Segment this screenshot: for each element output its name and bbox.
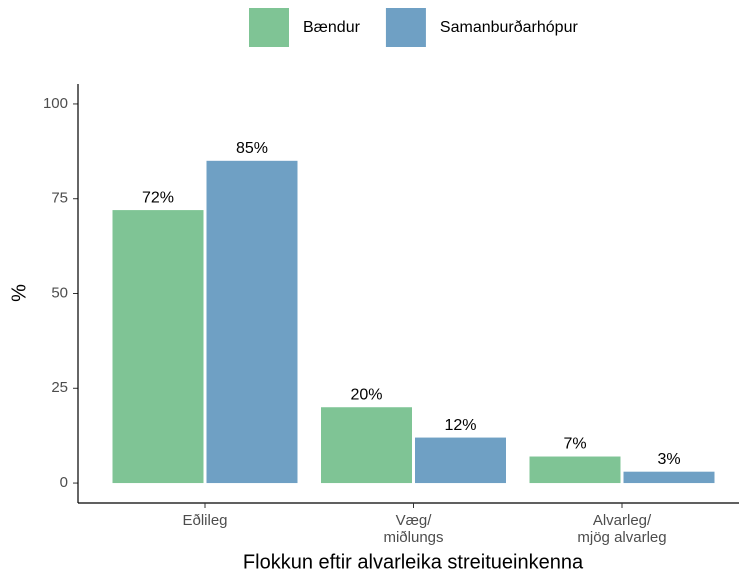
value-label: 20% bbox=[350, 386, 382, 403]
value-label: 85% bbox=[236, 140, 268, 157]
bar bbox=[623, 471, 715, 484]
x-axis-title: Flokkun eftir alvarleika streitueinkenna bbox=[243, 551, 584, 573]
y-tick-label: 50 bbox=[51, 284, 68, 301]
bar bbox=[206, 160, 298, 484]
y-tick-label: 25 bbox=[51, 379, 68, 396]
y-axis-title: % bbox=[8, 284, 30, 302]
bar bbox=[112, 210, 204, 484]
bar bbox=[321, 407, 412, 484]
y-tick-label: 100 bbox=[43, 95, 68, 112]
y-tick-label: 75 bbox=[51, 190, 68, 207]
value-label: 72% bbox=[142, 189, 174, 206]
bar bbox=[415, 437, 506, 484]
x-tick-label: Eðlileg bbox=[182, 512, 228, 529]
value-label: 12% bbox=[444, 417, 476, 434]
x-tick-label: Væg/ miðlungs bbox=[383, 512, 444, 546]
legend-key bbox=[385, 8, 426, 47]
y-tick-label: 0 bbox=[60, 474, 68, 491]
legend-label: Samanburðarhópur bbox=[440, 19, 579, 36]
legend-label: Bændur bbox=[303, 19, 361, 36]
bar bbox=[529, 456, 621, 484]
legend-key bbox=[249, 8, 289, 47]
value-label: 7% bbox=[563, 436, 586, 453]
x-tick-label: Alvarleg/ mjög alvarleg bbox=[577, 512, 667, 546]
value-label: 3% bbox=[657, 451, 680, 468]
